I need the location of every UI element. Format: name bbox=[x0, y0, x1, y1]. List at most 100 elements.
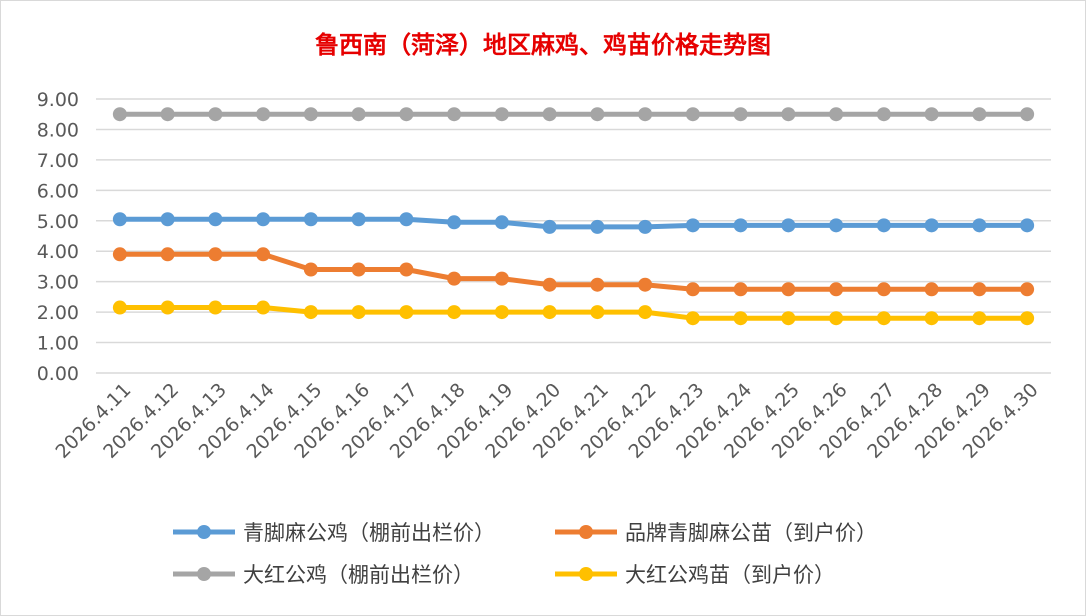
y-tick-label: 4.00 bbox=[37, 241, 79, 263]
data-point-1 bbox=[829, 282, 844, 297]
data-point-1 bbox=[733, 282, 748, 297]
y-tick-label: 3.00 bbox=[37, 272, 79, 294]
data-point-2 bbox=[924, 107, 939, 122]
data-point-3 bbox=[112, 300, 127, 315]
data-point-0 bbox=[112, 212, 127, 227]
data-point-1 bbox=[638, 277, 653, 292]
data-point-1 bbox=[685, 282, 700, 297]
data-point-3 bbox=[208, 300, 223, 315]
data-point-0 bbox=[208, 212, 223, 227]
legend-item-2: 大红公鸡（棚前出栏价） bbox=[171, 559, 474, 589]
data-point-0 bbox=[256, 212, 271, 227]
data-point-2 bbox=[590, 107, 605, 122]
data-point-0 bbox=[542, 219, 557, 234]
y-tick-label: 0.00 bbox=[37, 363, 79, 385]
legend-marker-1 bbox=[555, 525, 617, 539]
data-point-2 bbox=[208, 107, 223, 122]
data-point-2 bbox=[351, 107, 366, 122]
y-tick-label: 6.00 bbox=[37, 180, 79, 202]
series-line-1 bbox=[119, 251, 1028, 292]
data-point-1 bbox=[972, 282, 987, 297]
data-point-0 bbox=[1020, 218, 1035, 233]
data-point-2 bbox=[303, 107, 318, 122]
chart-title: 鲁西南（菏泽）地区麻鸡、鸡苗价格走势图 bbox=[315, 30, 771, 59]
data-point-1 bbox=[542, 277, 557, 292]
y-tick-label: 9.00 bbox=[37, 89, 79, 111]
data-point-2 bbox=[685, 107, 700, 122]
data-point-3 bbox=[399, 305, 414, 320]
data-point-0 bbox=[160, 212, 175, 227]
data-point-3 bbox=[590, 305, 605, 320]
data-point-3 bbox=[494, 305, 509, 320]
data-point-2 bbox=[781, 107, 796, 122]
data-point-2 bbox=[399, 107, 414, 122]
data-point-2 bbox=[542, 107, 557, 122]
data-point-2 bbox=[829, 107, 844, 122]
data-point-3 bbox=[685, 311, 700, 326]
data-point-0 bbox=[972, 218, 987, 233]
y-tick-label: 8.00 bbox=[37, 119, 79, 141]
data-point-2 bbox=[972, 107, 987, 122]
data-point-0 bbox=[876, 218, 891, 233]
data-point-1 bbox=[112, 247, 127, 262]
data-point-3 bbox=[829, 311, 844, 326]
data-point-0 bbox=[924, 218, 939, 233]
data-point-1 bbox=[208, 247, 223, 262]
data-point-3 bbox=[733, 311, 748, 326]
data-point-0 bbox=[494, 215, 509, 230]
legend-label-0: 青脚麻公鸡（棚前出栏价） bbox=[243, 521, 495, 545]
data-point-1 bbox=[494, 271, 509, 286]
data-point-1 bbox=[160, 247, 175, 262]
y-tick-label: 5.00 bbox=[37, 211, 79, 233]
data-point-3 bbox=[781, 311, 796, 326]
legend-item-0: 青脚麻公鸡（棚前出栏价） bbox=[171, 517, 495, 547]
data-point-0 bbox=[399, 212, 414, 227]
data-point-3 bbox=[351, 305, 366, 320]
y-tick-label: 7.00 bbox=[37, 150, 79, 172]
data-point-3 bbox=[303, 305, 318, 320]
data-point-3 bbox=[638, 305, 653, 320]
data-point-2 bbox=[733, 107, 748, 122]
data-point-1 bbox=[781, 282, 796, 297]
legend-label-1: 品牌青脚麻公苗（到户价） bbox=[625, 521, 877, 545]
data-point-3 bbox=[972, 311, 987, 326]
data-point-3 bbox=[876, 311, 891, 326]
data-point-3 bbox=[542, 305, 557, 320]
data-point-0 bbox=[781, 218, 796, 233]
data-point-1 bbox=[876, 282, 891, 297]
series-line-3 bbox=[119, 305, 1028, 321]
data-point-3 bbox=[160, 300, 175, 315]
data-point-0 bbox=[351, 212, 366, 227]
data-point-3 bbox=[924, 311, 939, 326]
legend-marker-0 bbox=[173, 525, 235, 539]
data-point-0 bbox=[638, 219, 653, 234]
data-point-2 bbox=[112, 107, 127, 122]
data-point-0 bbox=[829, 218, 844, 233]
data-point-0 bbox=[733, 218, 748, 233]
data-point-2 bbox=[1020, 107, 1035, 122]
data-point-0 bbox=[590, 219, 605, 234]
data-point-2 bbox=[256, 107, 271, 122]
data-point-1 bbox=[399, 262, 414, 277]
data-point-1 bbox=[1020, 282, 1035, 297]
data-point-1 bbox=[924, 282, 939, 297]
data-point-3 bbox=[1020, 311, 1035, 326]
data-point-1 bbox=[303, 262, 318, 277]
y-tick-label: 2.00 bbox=[37, 302, 79, 324]
legend-label-3: 大红公鸡苗（到户价） bbox=[625, 563, 835, 587]
data-point-2 bbox=[494, 107, 509, 122]
data-point-1 bbox=[351, 262, 366, 277]
y-tick-label: 1.00 bbox=[37, 333, 79, 355]
data-point-2 bbox=[638, 107, 653, 122]
legend-label-2: 大红公鸡（棚前出栏价） bbox=[243, 563, 474, 587]
legend-item-1: 品牌青脚麻公苗（到户价） bbox=[553, 517, 877, 547]
data-point-0 bbox=[303, 212, 318, 227]
data-point-2 bbox=[160, 107, 175, 122]
series-line-0 bbox=[119, 216, 1028, 230]
data-point-0 bbox=[685, 218, 700, 233]
legend-item-3: 大红公鸡苗（到户价） bbox=[553, 559, 835, 589]
legend-marker-2 bbox=[173, 567, 235, 581]
data-point-1 bbox=[447, 271, 462, 286]
